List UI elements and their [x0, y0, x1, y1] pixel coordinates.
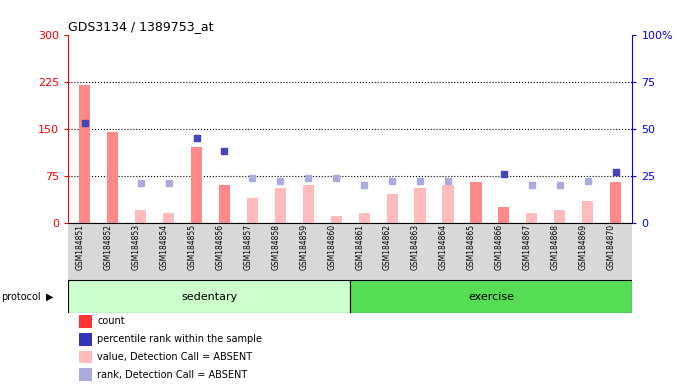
Text: GSM184854: GSM184854: [160, 224, 169, 270]
Text: GSM184857: GSM184857: [243, 224, 252, 270]
Text: GSM184856: GSM184856: [216, 224, 224, 270]
Bar: [275, 188, 286, 223]
Text: GSM184870: GSM184870: [607, 224, 615, 270]
Bar: [443, 185, 454, 223]
Bar: [498, 207, 509, 223]
Text: rank, Detection Call = ABSENT: rank, Detection Call = ABSENT: [97, 370, 248, 380]
Bar: [582, 201, 593, 223]
Bar: [80, 333, 92, 346]
Text: value, Detection Call = ABSENT: value, Detection Call = ABSENT: [97, 352, 252, 362]
Bar: [163, 214, 174, 223]
Bar: [107, 132, 118, 223]
Text: GSM184863: GSM184863: [411, 224, 420, 270]
Text: GSM184869: GSM184869: [579, 224, 588, 270]
Bar: [350, 280, 632, 313]
Text: GSM184868: GSM184868: [551, 224, 560, 270]
Text: GSM184861: GSM184861: [355, 224, 364, 270]
Bar: [386, 195, 398, 223]
Bar: [247, 198, 258, 223]
Text: GSM184853: GSM184853: [132, 224, 141, 270]
Text: protocol: protocol: [1, 291, 41, 302]
Bar: [415, 188, 426, 223]
Bar: [471, 182, 481, 223]
Text: GSM184865: GSM184865: [467, 224, 476, 270]
Text: GDS3134 / 1389753_at: GDS3134 / 1389753_at: [68, 20, 214, 33]
Text: exercise: exercise: [469, 291, 514, 302]
Bar: [358, 214, 370, 223]
Text: GSM184862: GSM184862: [383, 224, 392, 270]
Text: GSM184858: GSM184858: [271, 224, 280, 270]
Bar: [80, 368, 92, 381]
Text: sedentary: sedentary: [181, 291, 237, 302]
Text: GSM184864: GSM184864: [439, 224, 448, 270]
Bar: [135, 210, 146, 223]
Bar: [68, 280, 350, 313]
Text: GSM184859: GSM184859: [299, 224, 308, 270]
Text: GSM184860: GSM184860: [327, 224, 336, 270]
Bar: [80, 315, 92, 328]
Text: GSM184866: GSM184866: [495, 224, 504, 270]
Bar: [303, 185, 314, 223]
Bar: [191, 147, 202, 223]
Text: percentile rank within the sample: percentile rank within the sample: [97, 334, 262, 344]
Bar: [80, 351, 92, 363]
Text: GSM184855: GSM184855: [188, 224, 197, 270]
Text: GSM184852: GSM184852: [104, 224, 113, 270]
Text: GSM184851: GSM184851: [75, 224, 85, 270]
Text: ▶: ▶: [46, 291, 54, 302]
Bar: [610, 182, 622, 223]
Bar: [219, 185, 230, 223]
Bar: [554, 210, 565, 223]
Bar: [79, 85, 90, 223]
Bar: [330, 217, 342, 223]
Bar: [526, 214, 537, 223]
Text: GSM184867: GSM184867: [523, 224, 532, 270]
Text: count: count: [97, 316, 125, 326]
